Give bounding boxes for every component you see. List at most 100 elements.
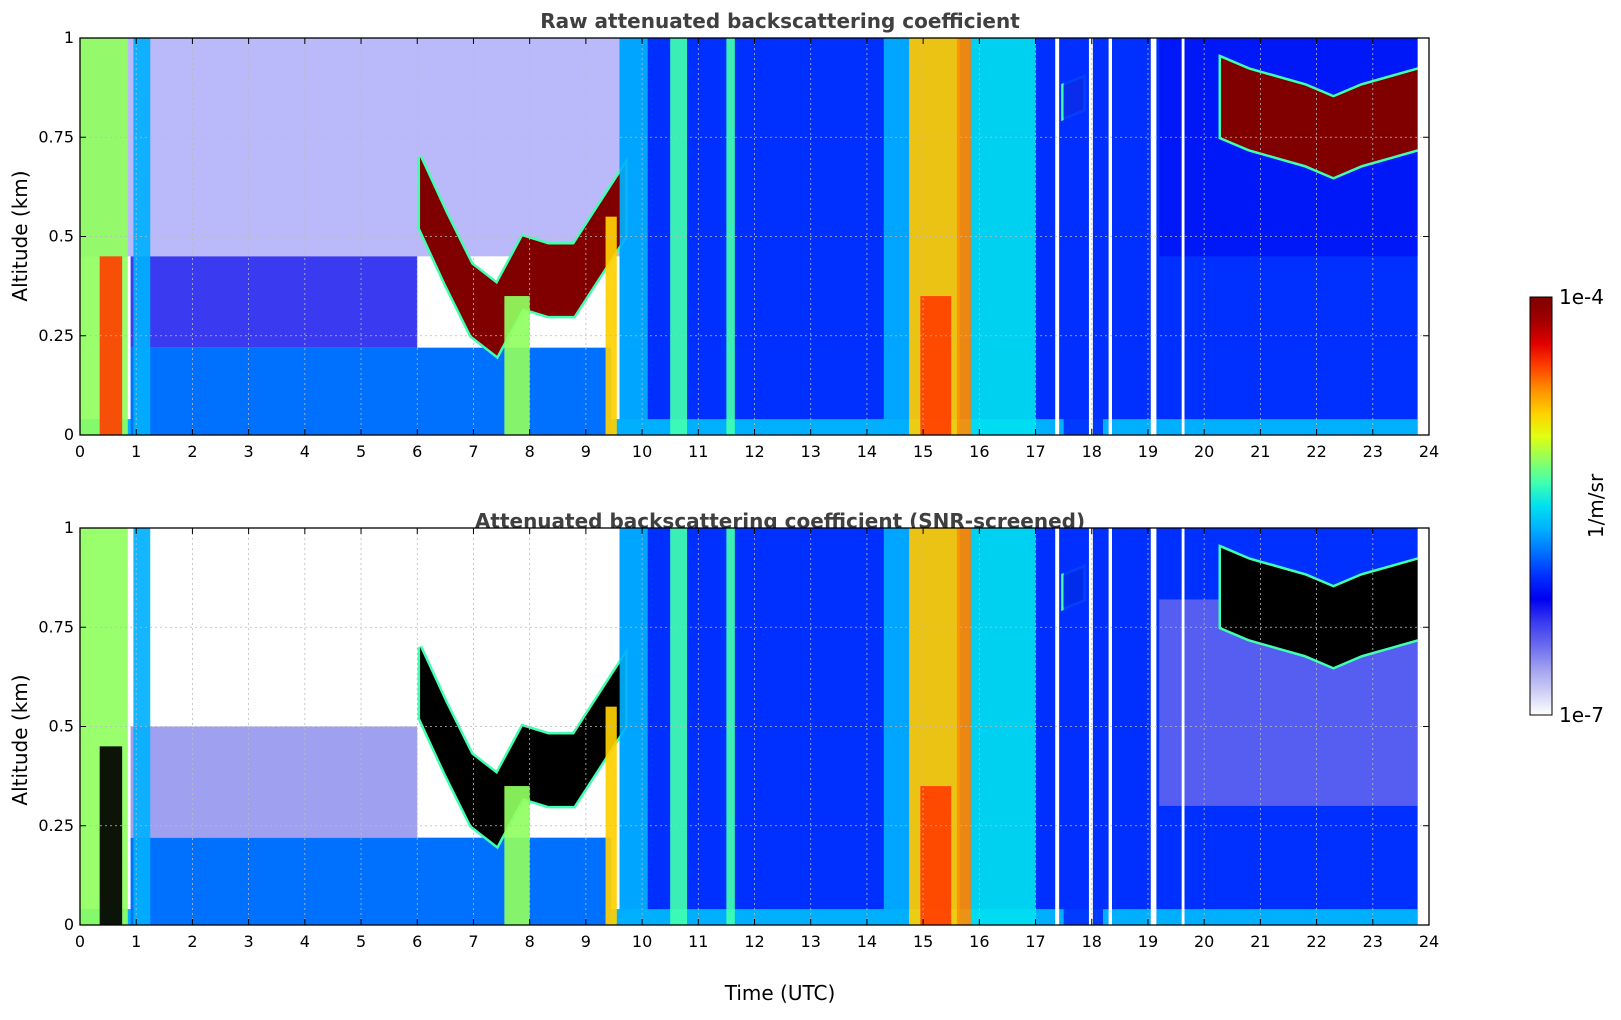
x-tick-label: 9	[581, 932, 591, 951]
cloud-layer	[420, 647, 626, 846]
x-tick-label: 23	[1363, 442, 1383, 461]
x-tick-label: 11	[688, 932, 708, 951]
colorbar-min-label: 1e-7	[1559, 703, 1604, 727]
x-tick-label: 15	[913, 442, 933, 461]
data-gap	[1150, 38, 1157, 435]
x-tick-label: 2	[187, 932, 197, 951]
data-gap	[1055, 528, 1060, 925]
precipitation-column	[1063, 38, 1103, 435]
aerosol-layer	[130, 837, 612, 925]
aerosol-layer	[130, 726, 418, 838]
x-tick-label: 5	[356, 932, 366, 951]
x-tick-label: 12	[744, 442, 764, 461]
x-tick-label: 8	[525, 442, 535, 461]
y-tick-label: 1	[64, 518, 74, 537]
x-tick-label: 4	[300, 932, 310, 951]
colorbar-max-label: 1e-4	[1559, 285, 1604, 309]
x-tick-label: 10	[632, 932, 652, 951]
x-tick-label: 7	[468, 932, 478, 951]
y-tick-label: 0.5	[49, 717, 74, 736]
x-tick-label: 0	[75, 932, 85, 951]
panel-raw-title: Raw attenuated backscattering coefficien…	[540, 9, 1020, 33]
y-tick-label: 0.75	[38, 617, 74, 636]
x-tick-label: 2	[187, 442, 197, 461]
colorbar-strip	[1529, 296, 1553, 716]
precipitation-column	[619, 38, 648, 435]
data-gap	[1181, 38, 1185, 435]
precipitation-column	[920, 786, 952, 925]
x-tick-label: 3	[244, 932, 254, 951]
x-tick-label: 1	[131, 932, 141, 951]
x-tick-label: 23	[1363, 932, 1383, 951]
data-gap	[1181, 528, 1185, 925]
precipitation-column	[920, 296, 952, 435]
x-tick-label: 6	[412, 932, 422, 951]
x-tick-label: 3	[244, 442, 254, 461]
x-tick-label: 19	[1138, 932, 1158, 951]
y-tick-label: 0.75	[38, 127, 74, 146]
precipitation-column	[619, 528, 648, 925]
cloud-layer	[1221, 57, 1418, 177]
x-tick-label: 11	[688, 442, 708, 461]
precipitation-column	[670, 528, 688, 925]
panel-raw: Raw attenuated backscattering coefficien…	[8, 9, 1439, 461]
x-tick-label: 6	[412, 442, 422, 461]
precipitation-column	[605, 216, 617, 435]
panel-screened-axes: 0 1 2 3 4 5 6 7 8 9 10 11 12 13 14 15 16 17 18 19 20 21 22 23 24…	[38, 518, 1439, 951]
x-tick-label: 17	[1025, 932, 1045, 951]
x-tick-label: 13	[801, 932, 821, 951]
y-tick-label: 0.5	[49, 227, 74, 246]
data-gap	[1150, 528, 1157, 925]
aerosol-layer	[130, 256, 418, 348]
x-tick-label: 17	[1025, 442, 1045, 461]
colorbar-unit-label: 1/m/sr	[1584, 473, 1608, 538]
x-tick-label: 16	[969, 442, 989, 461]
precipitation-column	[956, 38, 971, 435]
x-tick-label: 12	[744, 932, 764, 951]
x-tick-label: 18	[1082, 932, 1102, 951]
panel-raw-axes: 0 1 2 3 4 5 6 7 8 9 10 11 12 13 14 15 16 17 18 19 20 21 22 23 24…	[38, 28, 1439, 461]
x-tick-label: 21	[1250, 442, 1270, 461]
x-tick-label: 7	[468, 442, 478, 461]
x-tick-label: 13	[801, 442, 821, 461]
cloud-layer	[1221, 547, 1418, 667]
x-tick-label: 16	[969, 932, 989, 951]
x-tick-label: 21	[1250, 932, 1270, 951]
x-tick-label: 15	[913, 932, 933, 951]
precipitation-column	[504, 786, 530, 925]
x-axis-label: Time (UTC)	[724, 981, 836, 1005]
precipitation-column	[670, 38, 688, 435]
x-tick-label: 1	[131, 442, 141, 461]
x-tick-label: 0	[75, 442, 85, 461]
colorbar: 1e-4 1e-7 1/m/sr	[1529, 285, 1608, 727]
y-tick-label: 1	[64, 28, 74, 47]
x-tick-label: 8	[525, 932, 535, 951]
data-gap	[1055, 38, 1060, 435]
x-tick-label: 14	[857, 442, 877, 461]
y-tick-label: 0.25	[38, 816, 74, 835]
precipitation-column	[956, 528, 971, 925]
aerosol-layer	[130, 347, 612, 435]
precipitation-column	[99, 746, 123, 925]
panel-raw-ylabel: Altitude (km)	[8, 170, 32, 301]
precipitation-column	[1063, 528, 1103, 925]
x-tick-label: 5	[356, 442, 366, 461]
noise-field	[80, 38, 620, 257]
x-tick-label: 20	[1194, 442, 1214, 461]
x-tick-label: 24	[1419, 442, 1439, 461]
x-tick-label: 20	[1194, 932, 1214, 951]
panel-screened-ylabel: Altitude (km)	[8, 674, 32, 805]
cloud-layer	[420, 157, 626, 356]
x-tick-label: 4	[300, 442, 310, 461]
y-tick-label: 0	[64, 425, 74, 444]
panel-screened: Attenuated backscattering coefficient (S…	[8, 509, 1439, 1005]
precipitation-column	[504, 296, 530, 435]
x-tick-label: 14	[857, 932, 877, 951]
y-tick-label: 0	[64, 915, 74, 934]
x-tick-label: 22	[1306, 932, 1326, 951]
x-tick-label: 22	[1306, 442, 1326, 461]
x-tick-label: 19	[1138, 442, 1158, 461]
y-tick-label: 0.25	[38, 326, 74, 345]
x-tick-label: 18	[1082, 442, 1102, 461]
